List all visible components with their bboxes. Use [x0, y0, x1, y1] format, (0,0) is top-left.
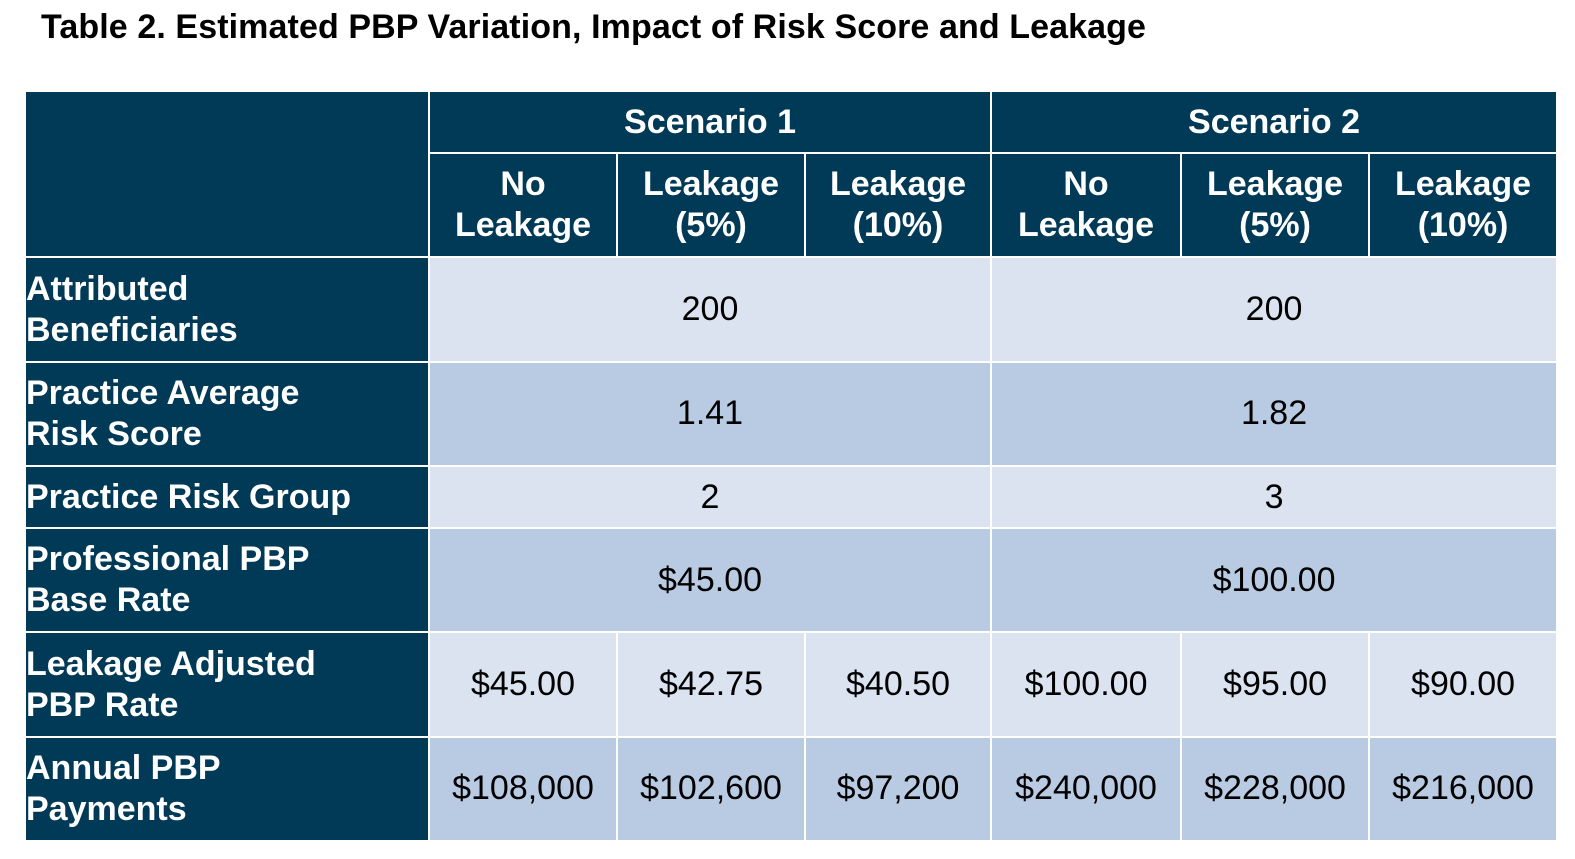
table-row: Annual PBP Payments $108,000 $102,600 $9…	[24, 735, 1559, 843]
leakage-rate-s1-no-leakage: $45.00	[428, 631, 618, 738]
row-label-annual-payments: Annual PBP Payments	[24, 735, 430, 843]
attributed-s2-value: 200	[990, 256, 1559, 363]
leakage-rate-s2-no-leakage: $100.00	[990, 631, 1183, 738]
annual-s2-leakage-5: $228,000	[1180, 735, 1371, 843]
s2-no-leakage-header: No Leakage	[990, 152, 1183, 259]
annual-s1-leakage-5: $102,600	[616, 735, 806, 843]
base-rate-s2-value: $100.00	[990, 527, 1559, 634]
s1-leakage-5-header: Leakage (5%)	[616, 152, 806, 259]
leakage-rate-s1-leakage-10: $40.50	[803, 631, 993, 738]
scenario-2-header: Scenario 2	[990, 89, 1559, 155]
table-row: Practice Risk Group 2 3	[24, 464, 1559, 530]
row-label-base-rate: Professional PBP Base Rate	[24, 527, 430, 634]
table-row: Professional PBP Base Rate $45.00 $100.0…	[24, 527, 1559, 634]
annual-s1-no-leakage: $108,000	[428, 735, 618, 843]
annual-s2-leakage-10: $216,000	[1368, 735, 1559, 843]
risk-group-s1-value: 2	[427, 464, 993, 530]
s2-leakage-10-header: Leakage (10%)	[1368, 152, 1559, 259]
pbp-variation-table: Scenario 1 Scenario 2 No Leakage Leakage…	[24, 89, 1559, 843]
row-label-risk-score: Practice Average Risk Score	[24, 360, 430, 467]
base-rate-s1-value: $45.00	[427, 527, 993, 634]
header-corner-cell	[24, 89, 430, 259]
table-row: Attributed Beneficiaries 200 200	[24, 256, 1559, 363]
row-label-risk-group: Practice Risk Group	[24, 464, 430, 530]
table-row: Practice Average Risk Score 1.41 1.82	[24, 360, 1559, 467]
scenario-header-row: Scenario 1 Scenario 2	[24, 89, 1559, 259]
s2-leakage-5-header: Leakage (5%)	[1180, 152, 1371, 259]
row-label-attributed-beneficiaries: Attributed Beneficiaries	[24, 256, 430, 363]
s1-leakage-10-header: Leakage (10%)	[803, 152, 993, 259]
leakage-rate-s1-leakage-5: $42.75	[616, 631, 806, 738]
risk-score-s2-value: 1.82	[990, 360, 1559, 467]
leakage-rate-s2-leakage-5: $95.00	[1180, 631, 1371, 738]
subcolumn-header-row: No Leakage Leakage (5%) Leakage (10%) No…	[25, 152, 1559, 259]
s1-no-leakage-header: No Leakage	[428, 152, 618, 259]
risk-group-s2-value: 3	[990, 464, 1559, 530]
annual-s2-no-leakage: $240,000	[990, 735, 1183, 843]
leakage-rate-s2-leakage-10: $90.00	[1368, 631, 1559, 738]
attributed-s1-value: 200	[427, 256, 993, 363]
scenario-1-header: Scenario 1	[427, 89, 993, 155]
annual-s1-leakage-10: $97,200	[803, 735, 993, 843]
table-title: Table 2. Estimated PBP Variation, Impact…	[41, 8, 1147, 46]
row-label-leakage-adjusted-rate: Leakage Adjusted PBP Rate	[24, 631, 430, 738]
risk-score-s1-value: 1.41	[427, 360, 993, 467]
table-row: Leakage Adjusted PBP Rate $45.00 $42.75 …	[24, 631, 1559, 738]
